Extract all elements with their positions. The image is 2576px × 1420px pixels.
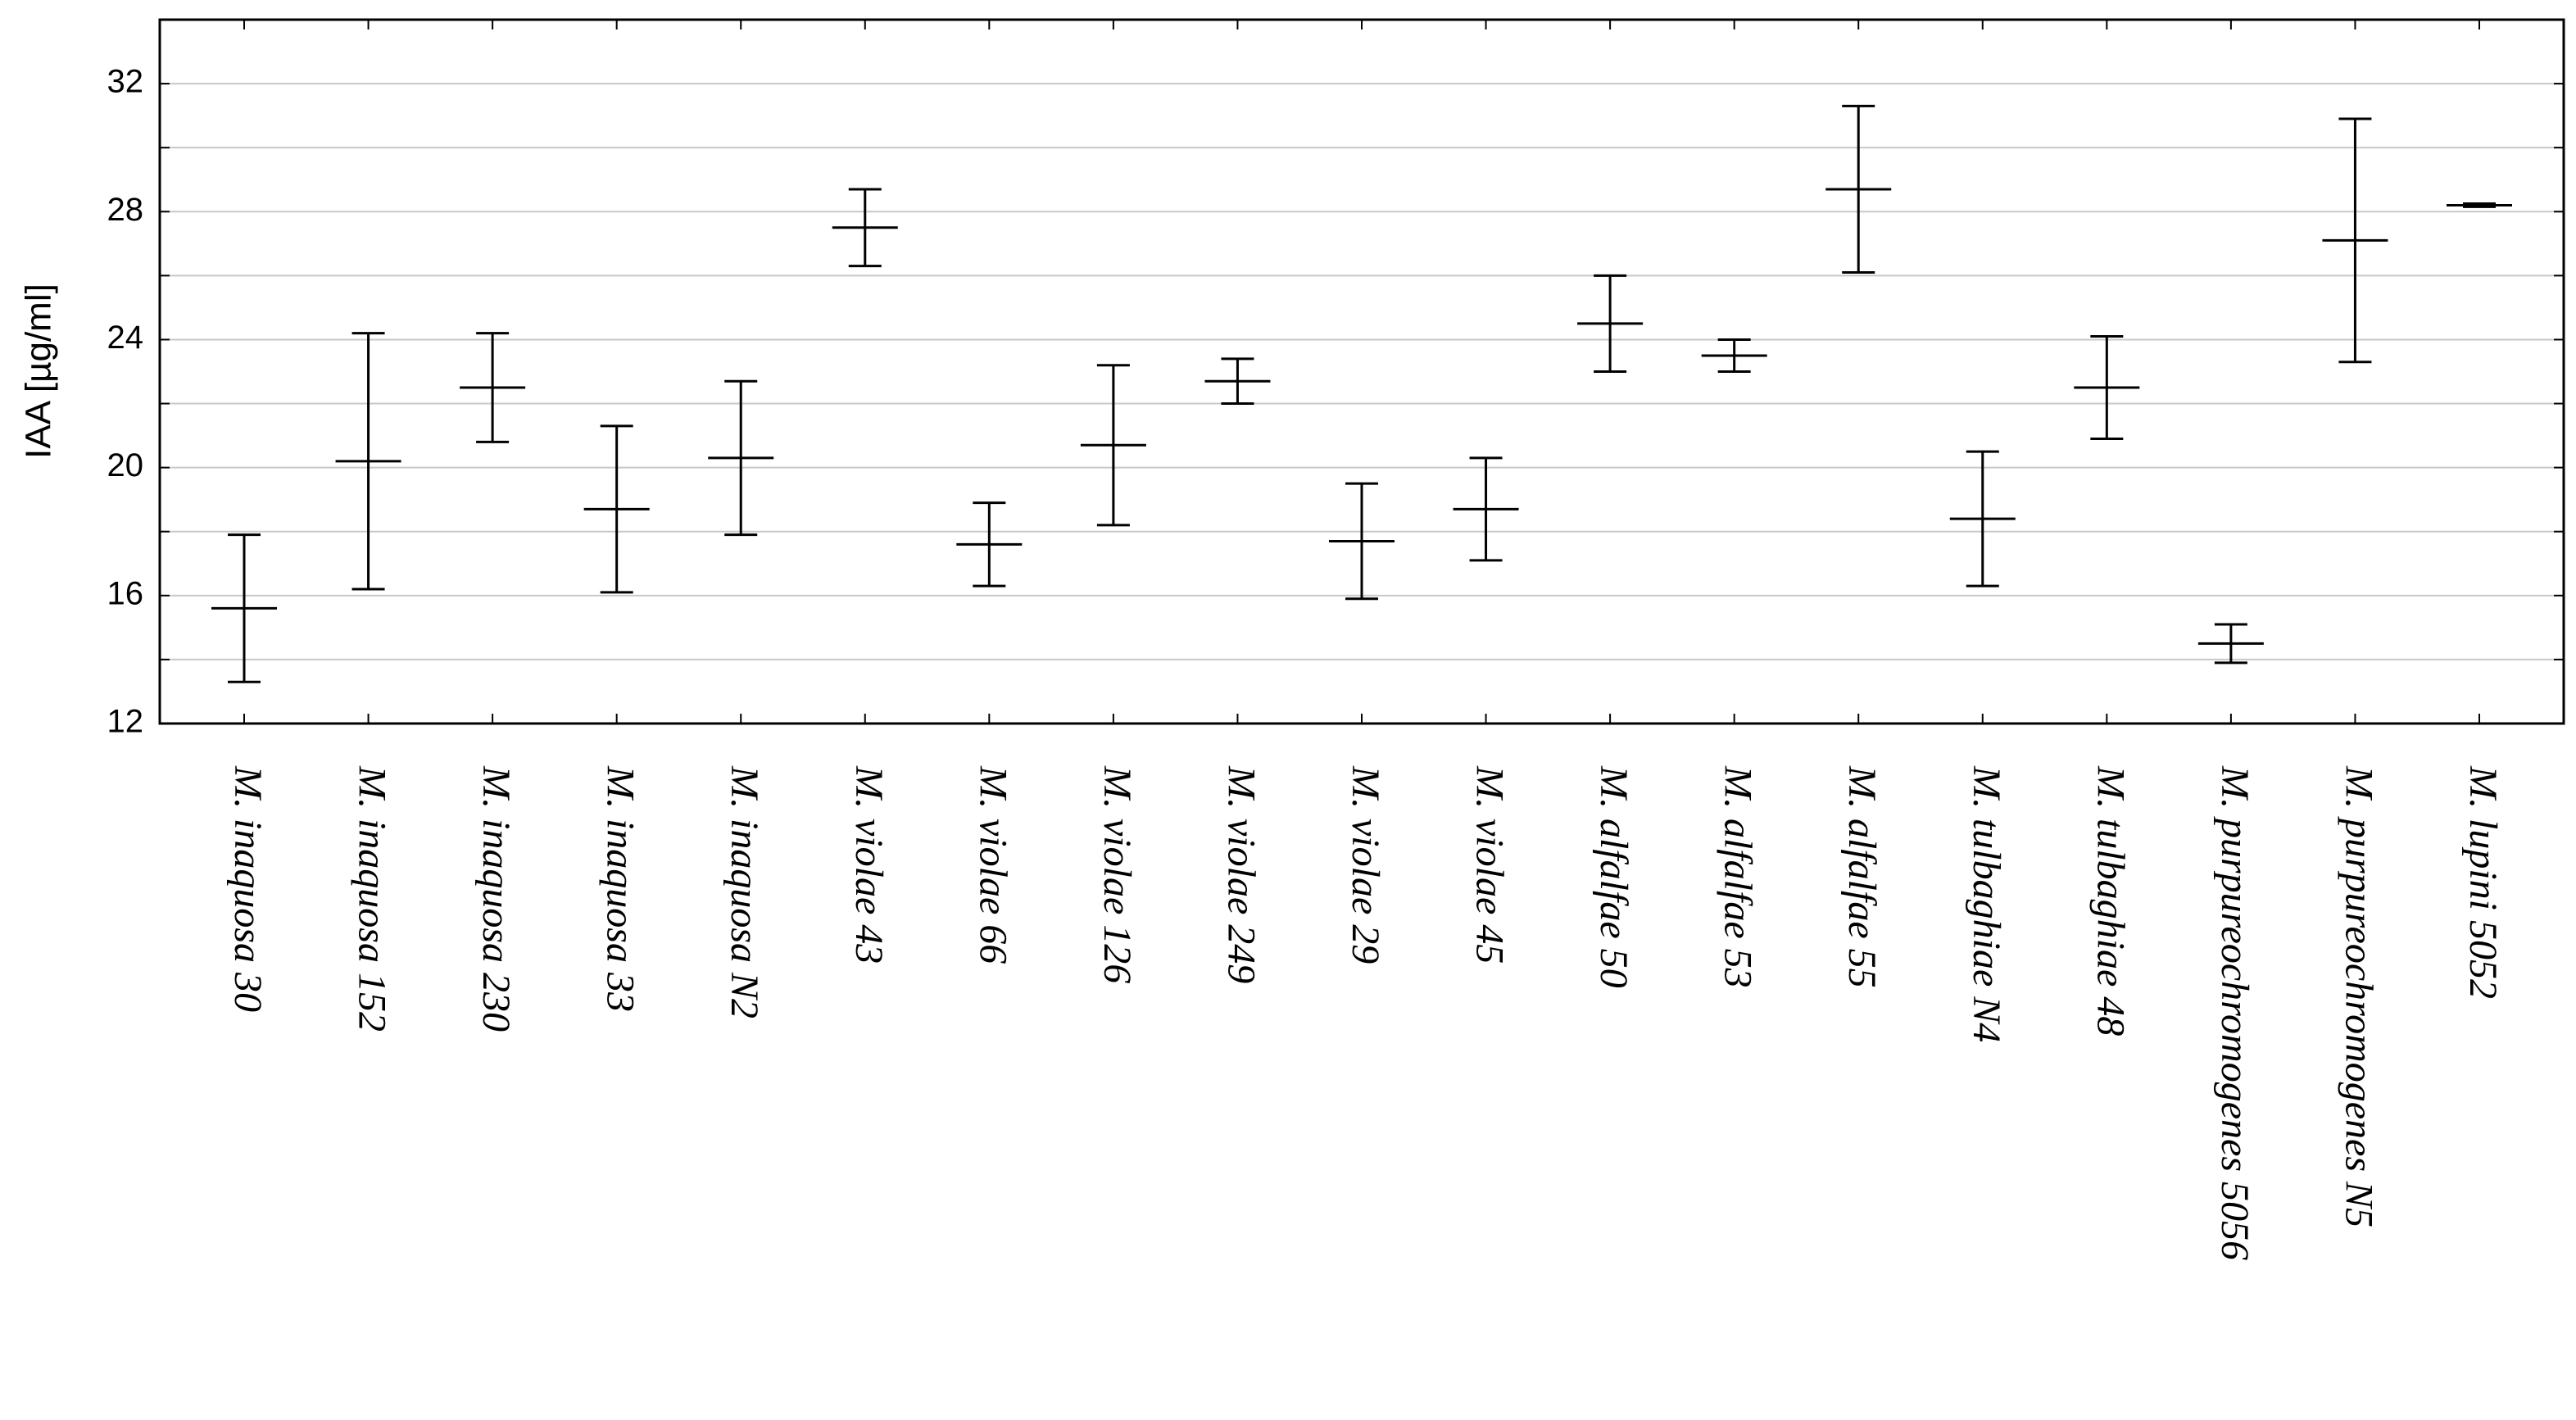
y-tick-label: 20 [107, 447, 144, 483]
x-tick-label: M. violae 43 [847, 765, 891, 964]
x-tick-label: M. alfalfae 50 [1592, 765, 1635, 988]
plot-frame [158, 18, 2565, 725]
x-tick-label: M. inaquosa 230 [474, 765, 518, 1032]
x-tick-label: M. lupini 5052 [2461, 765, 2505, 999]
x-tick-label: M. inaquosa N2 [723, 765, 766, 1018]
x-tick-label: M. alfalfae 55 [1840, 765, 1884, 988]
x-tick-label: M. violae 66 [971, 765, 1014, 964]
x-tick-label: M. violae 29 [1344, 765, 1387, 964]
y-axis-label: IAA [µg/ml] [19, 284, 59, 459]
y-tick-label: 12 [107, 704, 144, 740]
x-tick-label: M. alfalfae 53 [1717, 765, 1760, 988]
y-tick-label: 28 [107, 192, 144, 228]
y-tick-label: 16 [107, 575, 144, 611]
x-tick-label: M. inaquosa 152 [351, 765, 394, 1032]
x-tick-label: M. tulbaghiae 48 [2088, 765, 2132, 1036]
x-tick-label: M. tulbaghiae N4 [1965, 765, 2008, 1042]
x-tick-label: M. violae 126 [1095, 765, 1139, 983]
y-tick-label: 32 [107, 64, 144, 100]
x-tick-label: M. violae 249 [1219, 765, 1263, 983]
x-tick-label: M. purpureochromogenes N5 [2337, 765, 2380, 1227]
x-tick-label: M. purpureochromogenes 5056 [2213, 765, 2256, 1260]
x-tick-label: M. inaquosa 30 [226, 765, 270, 1012]
x-tick-label: M. inaquosa 33 [599, 765, 642, 1012]
x-tick-label: M. violae 45 [1468, 765, 1512, 964]
y-tick-label: 24 [107, 320, 144, 356]
